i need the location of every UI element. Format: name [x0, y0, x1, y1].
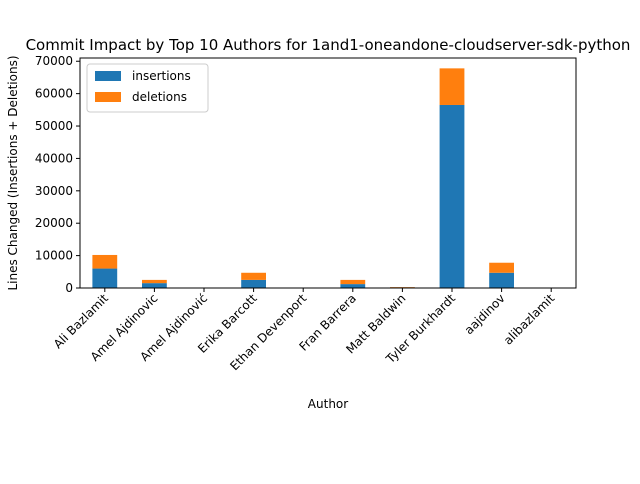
bar-deletions-8 — [489, 263, 514, 273]
x-axis-label: Author — [308, 397, 348, 411]
y-tick-label-5: 50000 — [35, 119, 73, 133]
y-tick-label-6: 60000 — [35, 87, 73, 101]
chart-title: Commit Impact by Top 10 Authors for 1and… — [26, 36, 631, 54]
bar-insertions-1 — [142, 283, 167, 288]
bar-insertions-5 — [340, 284, 365, 288]
bar-insertions-8 — [489, 273, 514, 288]
legend: insertions deletions — [87, 64, 208, 112]
legend-swatch-deletions — [95, 92, 121, 102]
y-axis-label: Lines Changed (Insertions + Deletions) — [6, 55, 20, 290]
bar-insertions-7 — [440, 105, 465, 288]
legend-label-insertions: insertions — [132, 69, 191, 83]
bar-deletions-7 — [440, 68, 465, 105]
y-tick-label-4: 40000 — [35, 151, 73, 165]
bar-insertions-3 — [241, 280, 266, 288]
y-tick-label-2: 20000 — [35, 216, 73, 230]
bar-insertions-0 — [92, 269, 117, 288]
bar-deletions-5 — [340, 280, 365, 284]
y-tick-label-1: 10000 — [35, 249, 73, 263]
y-tick-label-0: 0 — [65, 281, 73, 295]
bar-deletions-0 — [92, 255, 117, 269]
legend-swatch-insertions — [95, 71, 121, 81]
bar-deletions-3 — [241, 273, 266, 280]
y-tick-label-7: 70000 — [35, 54, 73, 68]
bar-deletions-1 — [142, 280, 167, 283]
legend-label-deletions: deletions — [132, 90, 187, 104]
y-tick-label-3: 30000 — [35, 184, 73, 198]
